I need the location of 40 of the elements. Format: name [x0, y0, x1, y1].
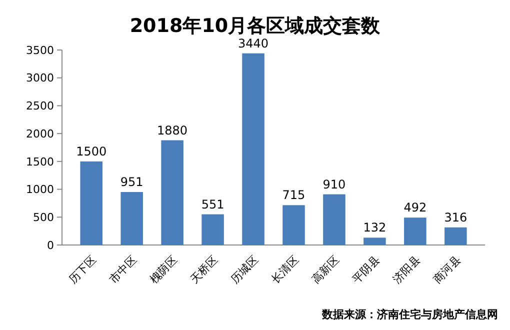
y-tick-label: 3000 — [26, 72, 54, 85]
data-label: 551 — [201, 197, 224, 212]
bar — [323, 194, 346, 245]
bar — [364, 238, 386, 245]
y-tick-label: 2500 — [26, 100, 54, 113]
data-label: 3440 — [238, 36, 269, 50]
x-tick-label: 商河县 — [430, 253, 464, 286]
y-tick-label: 2000 — [26, 127, 54, 140]
bar — [161, 140, 184, 245]
bar — [404, 218, 426, 245]
chart-title: 2018年10月各区域成交套数 — [130, 15, 382, 37]
x-tick-label: 平阴县 — [350, 253, 382, 286]
data-label: 1880 — [157, 123, 188, 138]
x-tick-label: 历下区 — [66, 253, 99, 286]
bar — [242, 53, 264, 245]
bar — [120, 192, 143, 245]
data-label: 132 — [363, 220, 386, 235]
data-label: 951 — [120, 175, 144, 190]
data-label: 910 — [322, 177, 346, 192]
x-tick-label: 市中区 — [106, 253, 140, 286]
y-tick-label: 500 — [33, 210, 54, 224]
x-tick-label: 长清区 — [268, 253, 302, 286]
bar — [80, 161, 102, 245]
data-label: 492 — [404, 200, 427, 215]
x-tick-label: 高新区 — [309, 253, 342, 286]
bar — [444, 227, 467, 245]
data-label: 1500 — [76, 144, 107, 158]
source-note: 数据来源：济南住宅与房地产信息网 — [321, 308, 498, 321]
y-tick-label: 1000 — [26, 183, 54, 196]
x-tick-label: 天桥区 — [188, 253, 220, 286]
bar — [282, 205, 305, 245]
y-tick-label: 3500 — [26, 44, 54, 57]
y-tick-label: 1500 — [26, 155, 54, 168]
data-label: 715 — [282, 188, 306, 202]
x-tick-label: 历城区 — [228, 253, 261, 286]
data-label: 316 — [444, 210, 468, 224]
x-tick-label: 济阳县 — [390, 253, 423, 286]
y-tick-label: 0 — [47, 238, 54, 252]
x-tick-label: 槐荫区 — [147, 253, 180, 286]
bar — [202, 214, 224, 245]
